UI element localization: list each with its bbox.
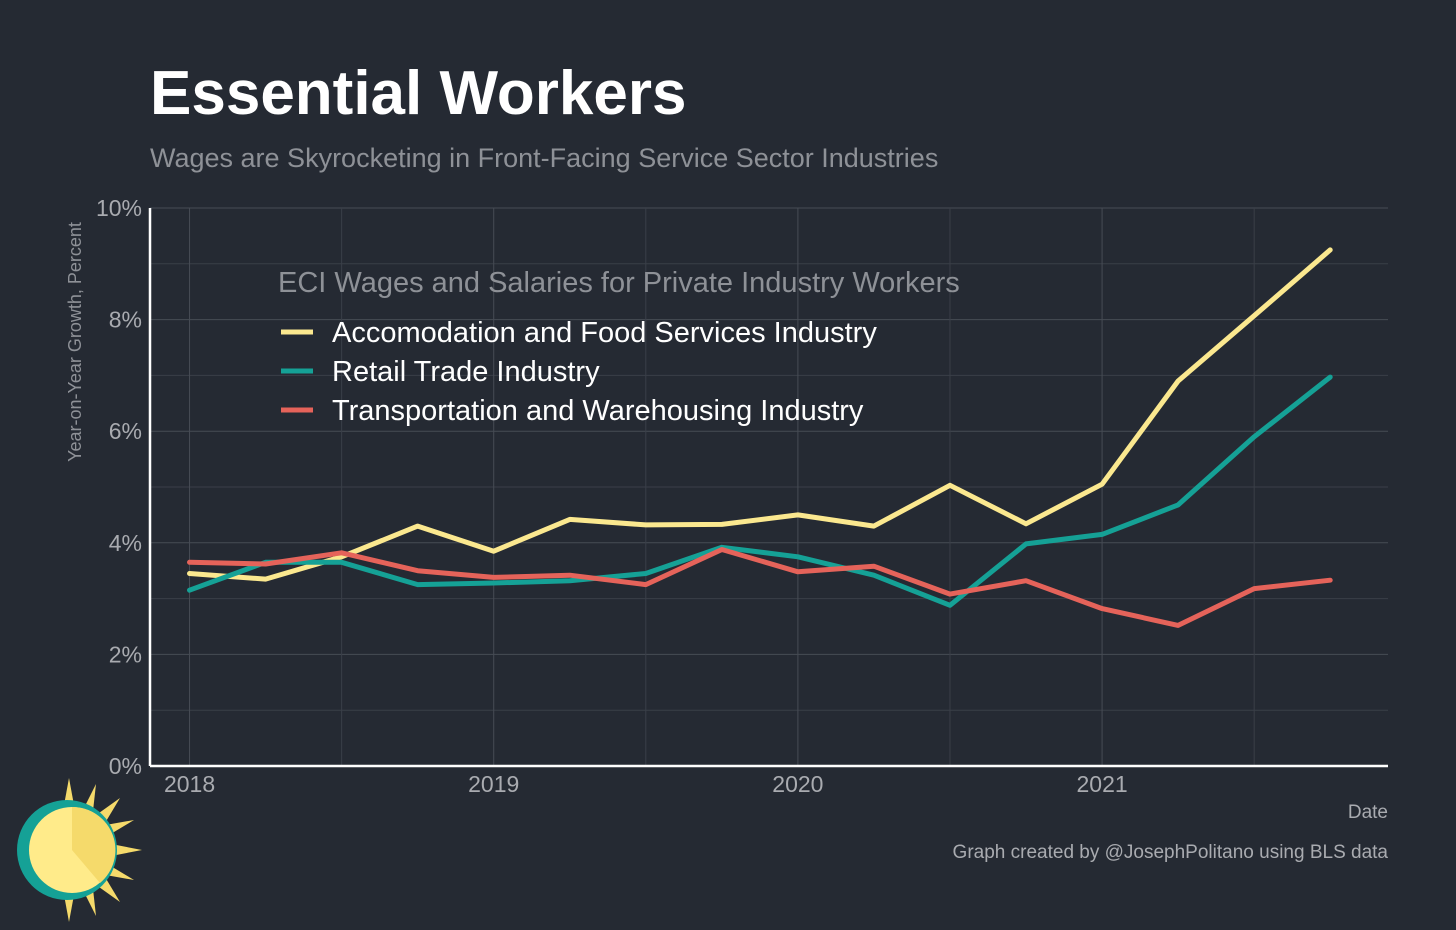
legend-entry: Transportation and Warehousing Industry [332,395,864,427]
x-axis-label: Date [1348,802,1388,823]
grid-layer [150,207,1388,766]
y-tick-label: 2% [109,641,142,667]
y-axis-label: Year-on-Year Growth, Percent [65,222,85,462]
series-layer [187,247,1333,628]
y-tick-label: 0% [109,753,142,779]
sun-logo-icon [17,778,142,922]
x-tick-label: 2018 [164,771,215,797]
axes-layer: 0% 2% 4% 6% 8% 10% 2018 2019 2020 2021 [96,195,1388,797]
y-tick-label: 8% [109,307,142,333]
y-tick-label: 10% [96,195,142,221]
source-caption: Graph created by @JosephPolitano using B… [952,842,1388,863]
series-line [187,547,1333,628]
series-line [187,374,1333,608]
legend-entry: Retail Trade Industry [332,356,600,388]
legend-layer: ECI Wages and Salaries for Private Indus… [278,267,960,427]
chart-title: Essential Workers [150,59,687,128]
x-tick-label: 2020 [772,771,823,797]
legend-title: ECI Wages and Salaries for Private Indus… [278,267,960,299]
y-tick-label: 4% [109,530,142,556]
series-line [187,247,1333,582]
x-tick-label: 2021 [1076,771,1127,797]
chart-subtitle: Wages are Skyrocketing in Front-Facing S… [150,143,939,173]
x-tick-label: 2019 [468,771,519,797]
y-tick-label: 6% [109,418,142,444]
legend-entry: Accomodation and Food Services Industry [332,317,877,349]
